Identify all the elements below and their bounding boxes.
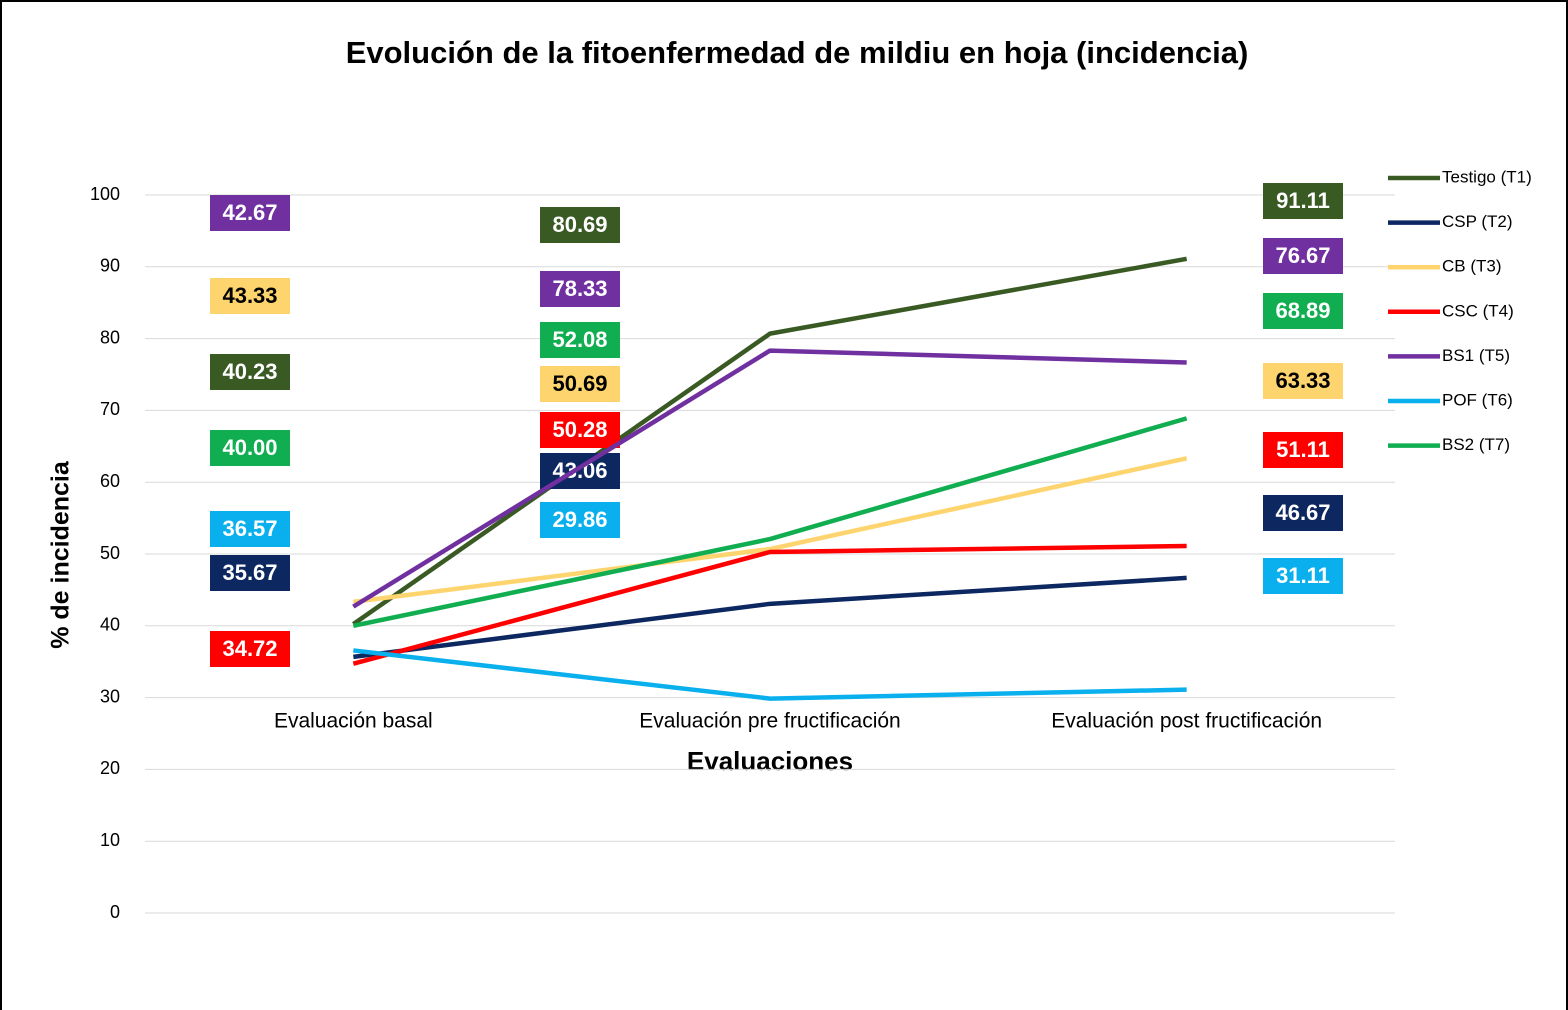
data-label-box xyxy=(210,354,290,390)
data-label-box xyxy=(1263,495,1343,531)
data-label-box xyxy=(210,511,290,547)
series-line xyxy=(353,456,1188,605)
data-label: 36.57 xyxy=(222,516,277,541)
y-tick-label: 20 xyxy=(100,758,120,778)
y-tick-label: 30 xyxy=(100,686,120,706)
x-tick-label: Evaluación post fructificación xyxy=(1051,710,1322,733)
series-line xyxy=(352,416,1188,629)
data-label: 42.67 xyxy=(222,200,277,225)
data-label-box xyxy=(540,366,620,402)
chart-title: Evolución de la fitoenfermedad de mildiu… xyxy=(346,35,1249,70)
data-label: 63.33 xyxy=(1275,368,1330,393)
data-label: 80.69 xyxy=(552,212,607,237)
data-label: 34.72 xyxy=(222,636,277,661)
legend-label: POF (T6) xyxy=(1442,390,1513,409)
data-label: 50.69 xyxy=(552,371,607,396)
data-label: 76.67 xyxy=(1275,243,1330,268)
legend-label: CB (T3) xyxy=(1442,257,1502,276)
data-label-box xyxy=(540,271,620,307)
data-label: 35.67 xyxy=(222,560,277,585)
x-axis-label: Evaluaciones xyxy=(687,746,853,776)
legend-label: BS2 (T7) xyxy=(1442,435,1510,454)
data-label: 52.08 xyxy=(552,327,607,352)
data-label: 40.00 xyxy=(222,435,277,460)
data-label-box xyxy=(1263,558,1343,594)
x-tick-label: Evaluación pre fructificación xyxy=(639,710,900,733)
data-label-box xyxy=(210,631,290,667)
data-label-box xyxy=(540,207,620,243)
y-tick-label: 10 xyxy=(100,830,120,850)
y-tick-label: 90 xyxy=(100,256,120,276)
data-label: 40.23 xyxy=(222,359,277,384)
y-tick-label: 100 xyxy=(90,184,120,204)
data-label-box xyxy=(1263,238,1343,274)
data-label: 78.33 xyxy=(552,276,607,301)
series-line xyxy=(352,256,1188,626)
data-label: 43.33 xyxy=(222,283,277,308)
data-label-box xyxy=(540,502,620,538)
y-tick-label: 80 xyxy=(100,327,120,347)
y-tick-label: 60 xyxy=(100,471,120,491)
data-label: 51.11 xyxy=(1276,437,1330,462)
y-tick-label: 0 xyxy=(110,902,120,922)
data-label-box xyxy=(210,278,290,314)
series-line xyxy=(353,575,1187,660)
data-label: 29.86 xyxy=(552,507,607,532)
data-label-box xyxy=(210,555,290,591)
y-tick-label: 70 xyxy=(100,399,120,419)
data-label-box xyxy=(210,430,290,466)
data-label-box xyxy=(1263,293,1343,329)
y-tick-label: 40 xyxy=(100,615,120,635)
data-label: 68.89 xyxy=(1275,298,1330,323)
data-label: 46.67 xyxy=(1275,500,1330,525)
series-line xyxy=(352,543,1187,666)
legend-label: BS1 (T5) xyxy=(1442,346,1510,365)
data-label-box xyxy=(540,322,620,358)
data-label-box xyxy=(1263,183,1343,219)
legend-label: Testigo (T1) xyxy=(1442,167,1532,186)
data-label: 91.11 xyxy=(1276,188,1330,213)
data-label-box xyxy=(540,412,620,448)
data-label-box xyxy=(1263,363,1343,399)
x-tick-label: Evaluación basal xyxy=(274,710,433,733)
series-line xyxy=(352,348,1187,609)
data-label-box xyxy=(1263,432,1343,468)
data-label-box xyxy=(210,195,290,231)
y-axis-label: % de incidencia xyxy=(47,460,75,649)
data-label: 50.28 xyxy=(552,417,607,442)
y-tick-label: 50 xyxy=(100,543,120,563)
legend-label: CSP (T2) xyxy=(1442,212,1513,231)
data-label: 31.11 xyxy=(1276,563,1330,588)
series-line xyxy=(353,648,1187,701)
legend-label: CSC (T4) xyxy=(1442,301,1514,320)
